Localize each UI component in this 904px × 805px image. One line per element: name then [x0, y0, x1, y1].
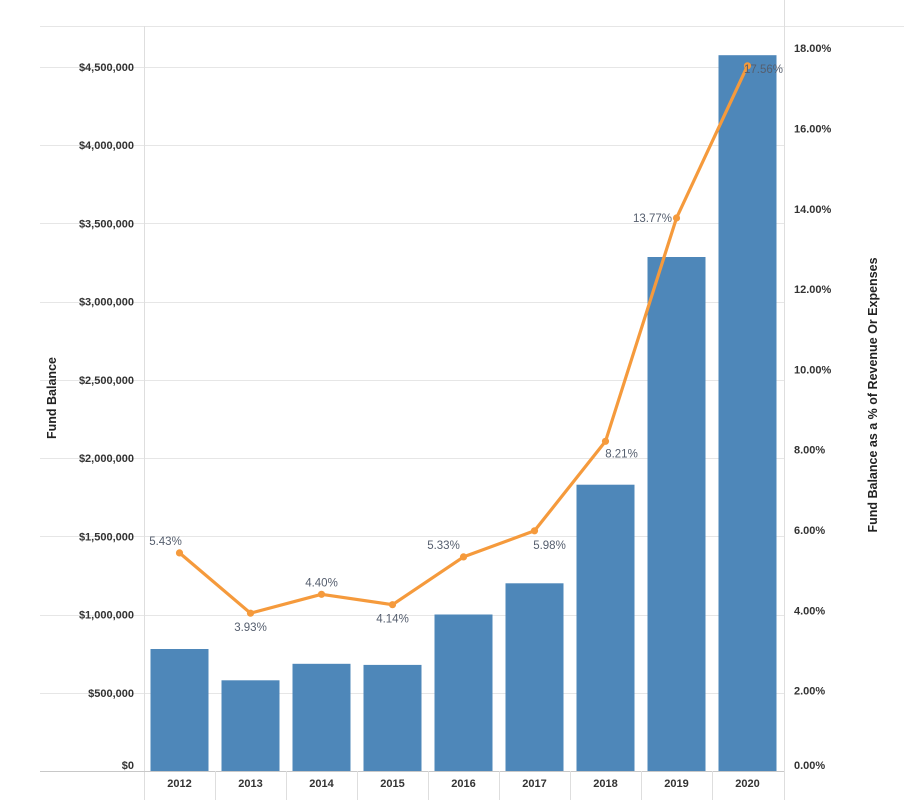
- left-axis-ticks: $0 $500,000 $1,000,000 $1,500,000 $2,000,000…: [79, 62, 134, 772]
- x-tick-label-2016: 2016: [451, 778, 475, 790]
- data-label-2015: 4.14%: [376, 614, 409, 626]
- y2-tick-label: 0.00%: [794, 760, 825, 772]
- bar-2014: [292, 663, 351, 771]
- data-label-2016: 5.33%: [427, 540, 460, 552]
- line-series: [175, 62, 752, 617]
- x-tick-label-2013: 2013: [238, 778, 262, 790]
- data-labels: 5.43% 3.93% 4.40% 4.14% 5.33% 5.98% 8.21% 13.77…: [149, 64, 783, 634]
- line-point-2017: [530, 527, 539, 535]
- right-axis-ticks: 0.00% 2.00% 4.00% 6.00% 8.00% 10.00% 12.00% 14.…: [794, 43, 832, 772]
- bar-series: [150, 55, 777, 772]
- y-tick-label: $0: [122, 760, 134, 772]
- data-label-2018: 8.21%: [605, 448, 638, 460]
- y-tick-label: $3,000,000: [79, 297, 134, 309]
- data-label-2017: 5.98%: [533, 540, 566, 552]
- line-point-2013: [246, 609, 255, 617]
- bar-2016: [434, 614, 493, 771]
- line-point-2019: [672, 214, 681, 222]
- y2-axis-title: Fund Balance as a % of Revenue Or Expens…: [866, 257, 880, 532]
- y-tick-label: $4,500,000: [79, 62, 134, 74]
- y-tick-label: $2,500,000: [79, 375, 134, 387]
- y2-tick-label: 8.00%: [794, 445, 825, 457]
- line-point-2016: [459, 553, 468, 561]
- x-tick-label-2014: 2014: [309, 778, 334, 790]
- line-point-2014: [317, 590, 326, 598]
- y2-tick-label: 14.00%: [794, 204, 832, 216]
- gridlines: [40, 26, 904, 694]
- data-label-2014: 4.40%: [305, 577, 338, 589]
- x-tick-label-2012: 2012: [167, 778, 191, 790]
- y2-tick-label: 4.00%: [794, 605, 825, 617]
- x-tick-label-2015: 2015: [380, 778, 404, 790]
- y2-tick-label: 18.00%: [794, 43, 832, 55]
- y2-tick-label: 2.00%: [794, 686, 825, 698]
- y2-tick-label: 6.00%: [794, 525, 825, 537]
- y2-tick-label: 12.00%: [794, 284, 832, 296]
- x-tick-label-2019: 2019: [664, 778, 688, 790]
- line-point-2012: [175, 549, 184, 557]
- x-tick-label-2018: 2018: [593, 778, 617, 790]
- bar-2018: [576, 484, 635, 771]
- line-point-2015: [388, 601, 397, 609]
- y2-tick-label: 10.00%: [794, 364, 832, 376]
- bar-2012: [150, 649, 209, 771]
- data-label-2012: 5.43%: [149, 536, 182, 548]
- bar-2019: [647, 257, 706, 771]
- y-tick-label: $1,000,000: [79, 610, 134, 622]
- x-axis-ticks: 2012 2013 2014 2015 2016 2017 2018 2019 2020: [167, 778, 759, 790]
- bar-2017: [505, 583, 564, 772]
- bar-2013: [221, 680, 280, 771]
- line-point-2020: [743, 62, 752, 70]
- x-tick-label-2017: 2017: [522, 778, 546, 790]
- plot-frame: [40, 0, 785, 800]
- y-axis-title: Fund Balance: [45, 357, 59, 439]
- y2-tick-label: 16.00%: [794, 123, 832, 135]
- y-tick-label: $3,500,000: [79, 218, 134, 230]
- y-tick-label: $2,000,000: [79, 453, 134, 465]
- y-tick-label: $500,000: [88, 688, 134, 700]
- bar-2020: [718, 55, 777, 771]
- data-label-2013: 3.93%: [234, 622, 267, 634]
- x-tick-label-2020: 2020: [735, 778, 759, 790]
- line-point-2018: [601, 437, 610, 445]
- data-label-2020: 17.56%: [744, 64, 783, 76]
- y-tick-label: $4,000,000: [79, 140, 134, 152]
- data-label-2019: 13.77%: [633, 213, 672, 225]
- bar-2015: [363, 664, 422, 771]
- y-tick-label: $1,500,000: [79, 531, 134, 543]
